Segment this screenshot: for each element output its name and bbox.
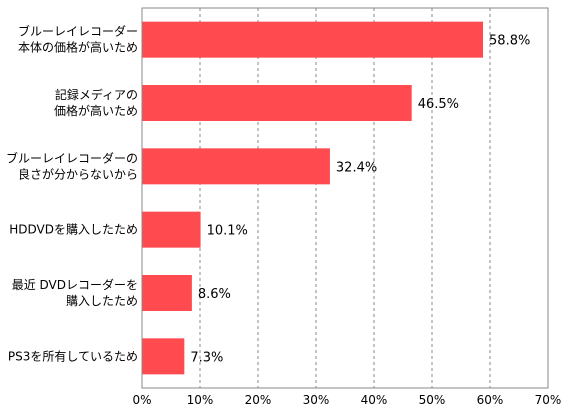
category-label-line: 価格が高いため [54, 103, 138, 118]
category-label-6: PS3を所有しているため [8, 349, 138, 363]
bar-1 [142, 21, 484, 58]
category-label-1: ブルーレイレコーダー本体の価格が高いため [18, 24, 138, 55]
grid-lines [199, 8, 549, 388]
category-label-line: ブルーレイレコーダーの [6, 150, 138, 165]
category-label-4: HDDVDを購入したため [9, 223, 138, 237]
x-tick-label-70: 70% [535, 393, 562, 407]
category-labels: ブルーレイレコーダー本体の価格が高いため記録メディアの価格が高いためブルーレイレ… [6, 24, 138, 364]
category-label-line: PS3を所有しているため [8, 349, 138, 363]
value-label-4: 10.1% [207, 224, 248, 239]
value-labels: 58.8% 46.5% 32.4% 10.1% 8.6% 7.3% [190, 34, 530, 366]
value-label-1: 58.8% [489, 34, 530, 49]
bar-3 [142, 148, 330, 185]
value-label-5: 8.6% [198, 287, 231, 302]
value-label-2: 46.5% [418, 97, 459, 112]
x-tick-labels: 0% 10% 20% 30% 40% 50% 60% 70% [132, 393, 561, 407]
bar-series [142, 21, 484, 375]
category-label-line: 記録メディアの [55, 87, 138, 102]
x-tick-label-30: 30% [303, 393, 330, 407]
value-label-6: 7.3% [190, 350, 223, 365]
plot-frame [141, 7, 549, 389]
axes [141, 7, 549, 389]
category-label-line: 購入したため [66, 294, 138, 308]
category-label-line: 本体の価格が高いため [18, 40, 138, 55]
category-label-5: 最近 DVDレコーダーを購入したため [12, 277, 138, 308]
category-label-line: ブルーレイレコーダー [18, 24, 138, 39]
bar-5 [142, 275, 192, 311]
category-label-line: 最近 DVDレコーダーを [12, 277, 138, 292]
category-label-2: 記録メディアの価格が高いため [54, 87, 138, 118]
value-label-3: 32.4% [336, 160, 377, 175]
bar-4 [142, 211, 201, 248]
category-label-line: 良さが分からないから [18, 166, 138, 181]
bar-6 [142, 338, 185, 375]
x-tick-label-0: 0% [132, 393, 151, 407]
x-tick-label-50: 50% [419, 393, 446, 407]
x-tick-label-40: 40% [361, 393, 388, 407]
bar-2 [142, 85, 412, 121]
category-label-line: HDDVDを購入したため [9, 223, 138, 237]
x-tick-label-20: 20% [245, 393, 272, 407]
category-label-3: ブルーレイレコーダーの良さが分からないから [6, 150, 138, 181]
x-tick-label-10: 10% [187, 393, 214, 407]
x-tick-label-60: 60% [477, 393, 504, 407]
